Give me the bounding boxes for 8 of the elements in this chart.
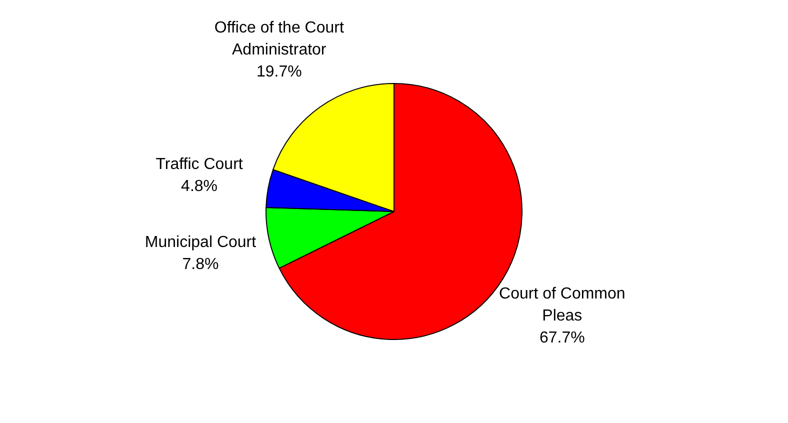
slice-label: Office of the Court Administrator [214, 20, 344, 59]
slice-label: Court of Common Pleas [499, 285, 626, 324]
data-label: 7.8% [182, 256, 219, 273]
slice-label: Municipal Court [144, 234, 257, 251]
slice-label: Traffic Court [156, 156, 244, 174]
data-label: 4.8% [181, 178, 218, 196]
data-label: 67.7% [539, 329, 585, 346]
data-label: 19.7% [256, 64, 302, 81]
